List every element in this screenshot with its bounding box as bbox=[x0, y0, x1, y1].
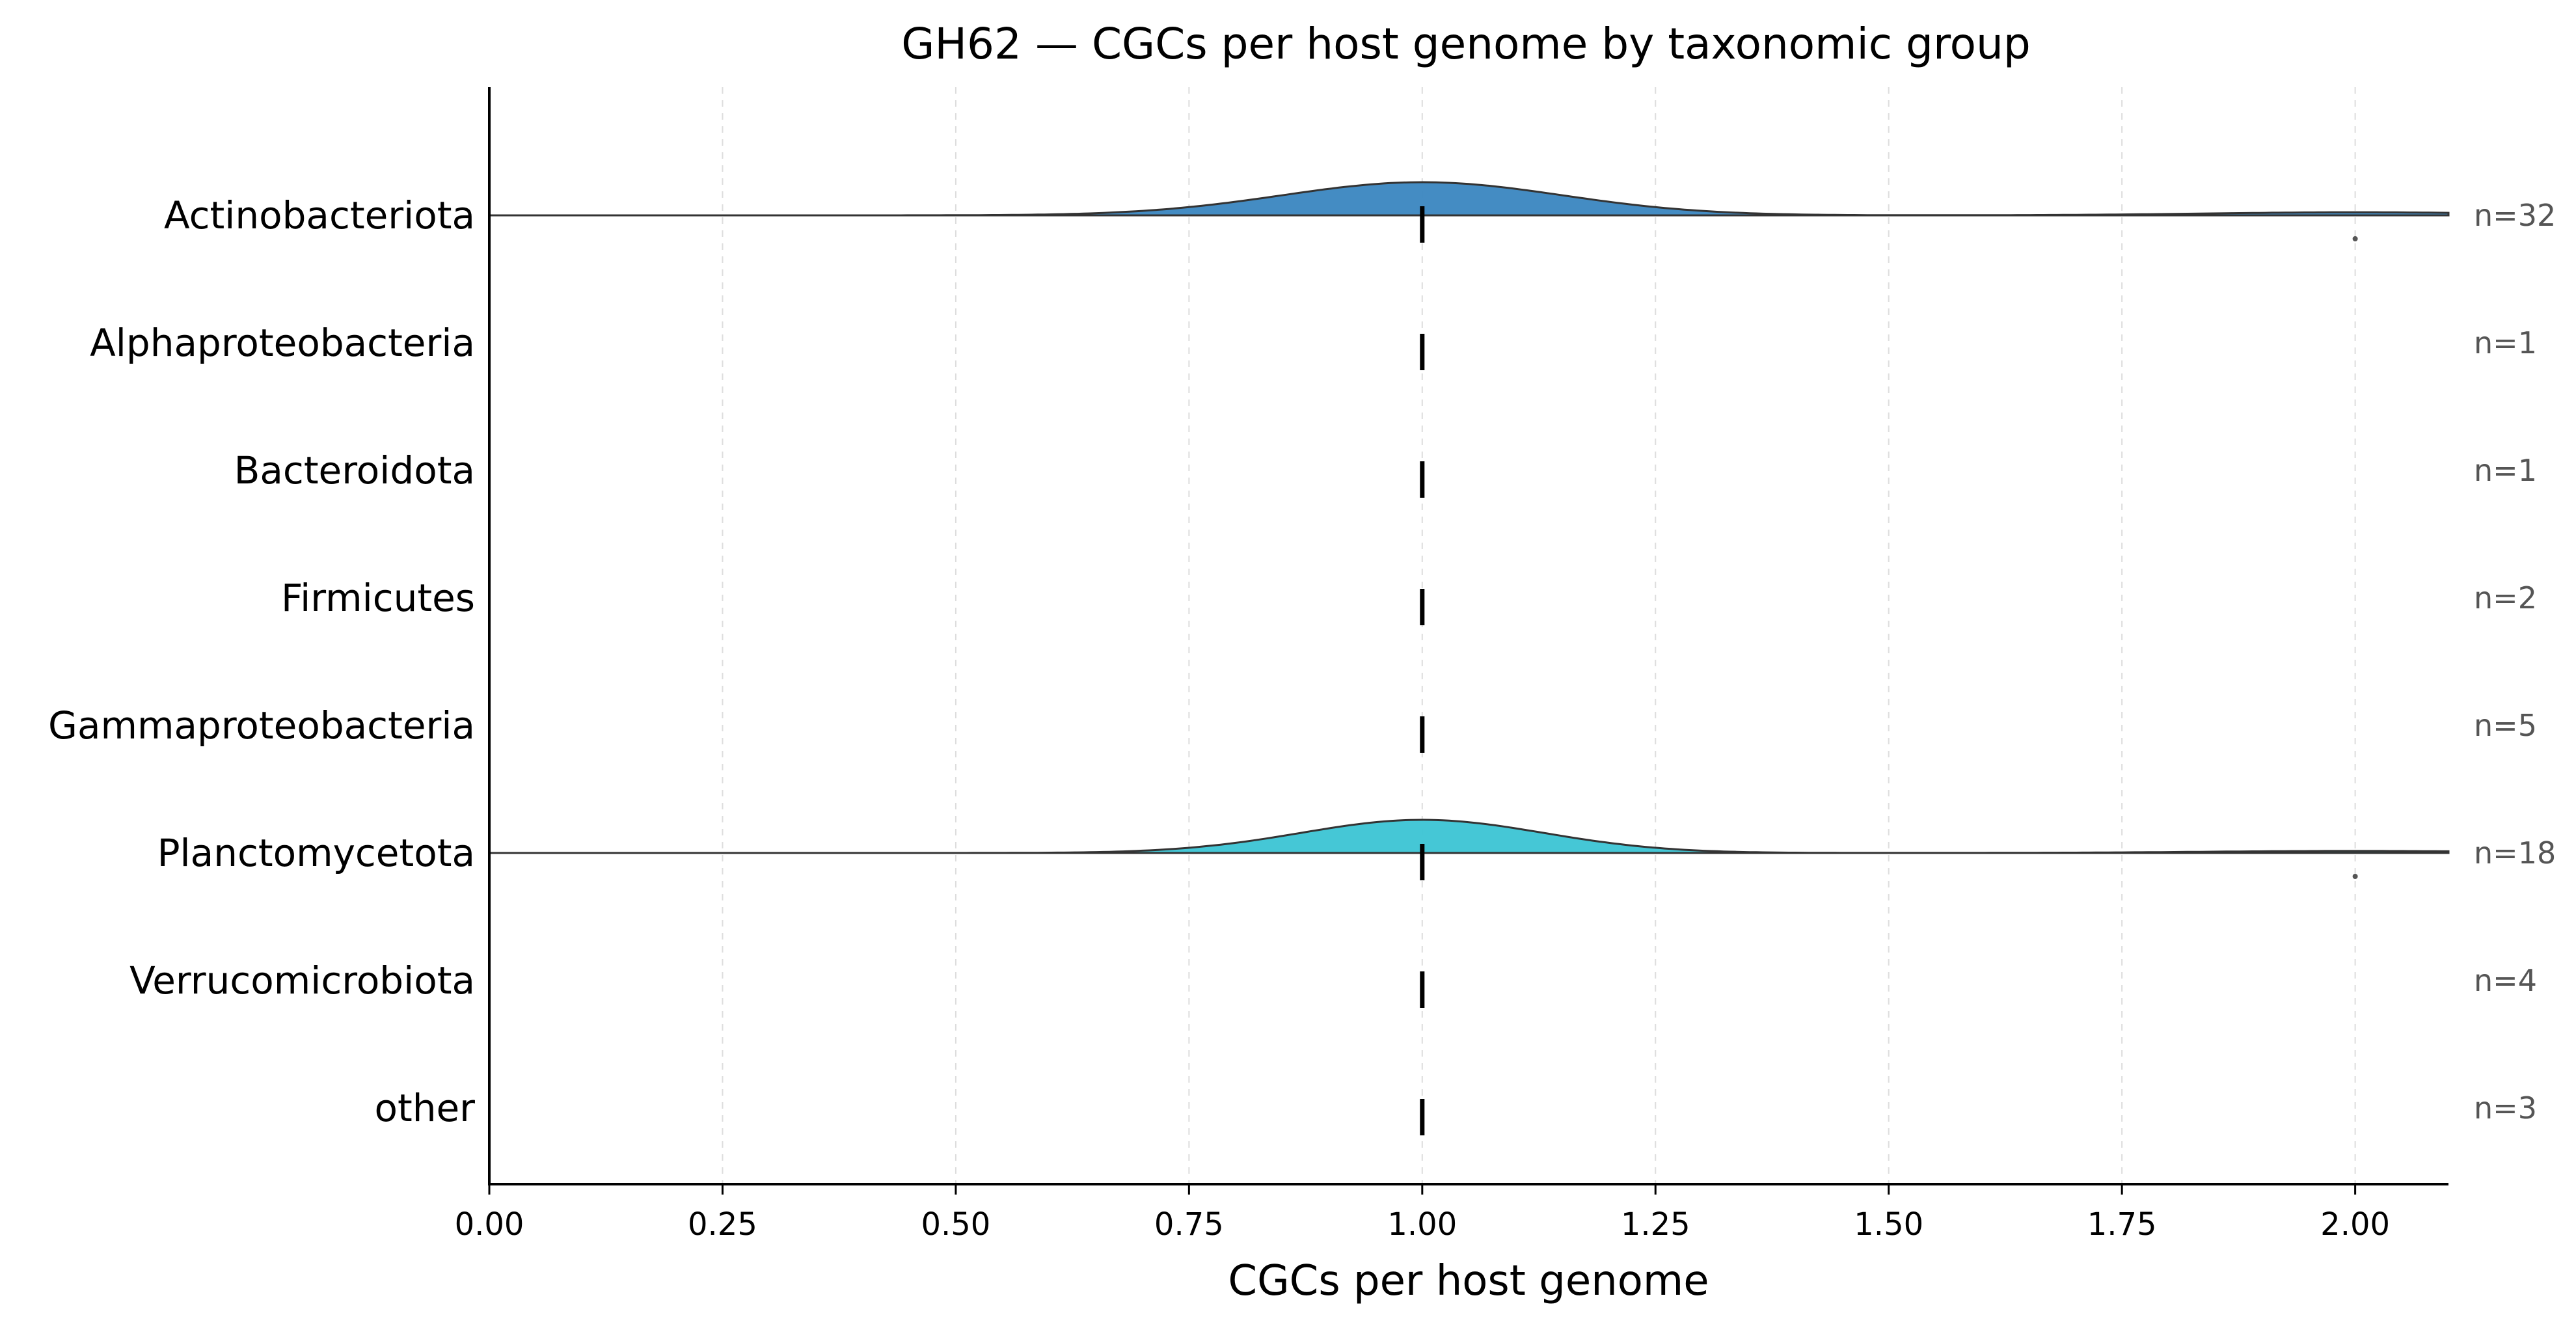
x-tick-label: 1.75 bbox=[2087, 1206, 2157, 1243]
group-label: other bbox=[374, 1086, 475, 1130]
chart-title: GH62 — CGCs per host genome by taxonomic… bbox=[901, 19, 2031, 69]
x-axis-label: CGCs per host genome bbox=[1228, 1257, 1709, 1305]
group-label: Firmicutes bbox=[281, 576, 475, 620]
group-n-label: n=4 bbox=[2474, 963, 2537, 998]
group-n-label: n=2 bbox=[2474, 580, 2537, 616]
group-n-label: n=5 bbox=[2474, 708, 2537, 743]
outlier-point bbox=[2352, 236, 2358, 241]
group-label: Alphaproteobacteria bbox=[90, 321, 475, 365]
density-ridge bbox=[489, 819, 2450, 854]
group-n-label: n=1 bbox=[2474, 325, 2537, 360]
x-tick-label: 0.75 bbox=[1154, 1206, 1224, 1243]
group-label: Gammaproteobacteria bbox=[48, 703, 475, 748]
x-gridlines bbox=[722, 87, 2356, 1184]
ridge-layer bbox=[489, 181, 2450, 1135]
x-axis-ticks: 0.00 0.25 0.50 0.75 1.00 1.25 1.50 1.75 2.00 bbox=[455, 1184, 2390, 1243]
density-ridge bbox=[489, 181, 2450, 217]
group-label: Actinobacteriota bbox=[164, 193, 475, 237]
group-label: Verrucomicrobiota bbox=[129, 958, 475, 1003]
x-tick-label: 0.50 bbox=[921, 1206, 990, 1243]
x-tick-label: 2.00 bbox=[2320, 1206, 2390, 1243]
y-axis-labels: Actinobacteriota Alphaproteobacteria Bacte… bbox=[48, 193, 475, 1130]
group-n-label: n=18 bbox=[2474, 835, 2556, 871]
outlier-point bbox=[2352, 874, 2358, 879]
sample-size-labels: n=32 n=1 n=1 n=2 n=5 n=18 n=4 n=3 bbox=[2474, 198, 2556, 1126]
x-tick-label: 0.00 bbox=[455, 1206, 524, 1243]
group-label: Bacteroidota bbox=[234, 448, 475, 493]
x-tick-label: 1.50 bbox=[1854, 1206, 1923, 1243]
group-n-label: n=1 bbox=[2474, 453, 2537, 488]
x-tick-label: 1.25 bbox=[1621, 1206, 1690, 1243]
group-label: Planctomycetota bbox=[157, 831, 475, 875]
group-n-label: n=32 bbox=[2474, 198, 2556, 233]
x-tick-label: 1.00 bbox=[1387, 1206, 1457, 1243]
group-n-label: n=3 bbox=[2474, 1090, 2537, 1126]
x-tick-label: 0.25 bbox=[688, 1206, 757, 1243]
